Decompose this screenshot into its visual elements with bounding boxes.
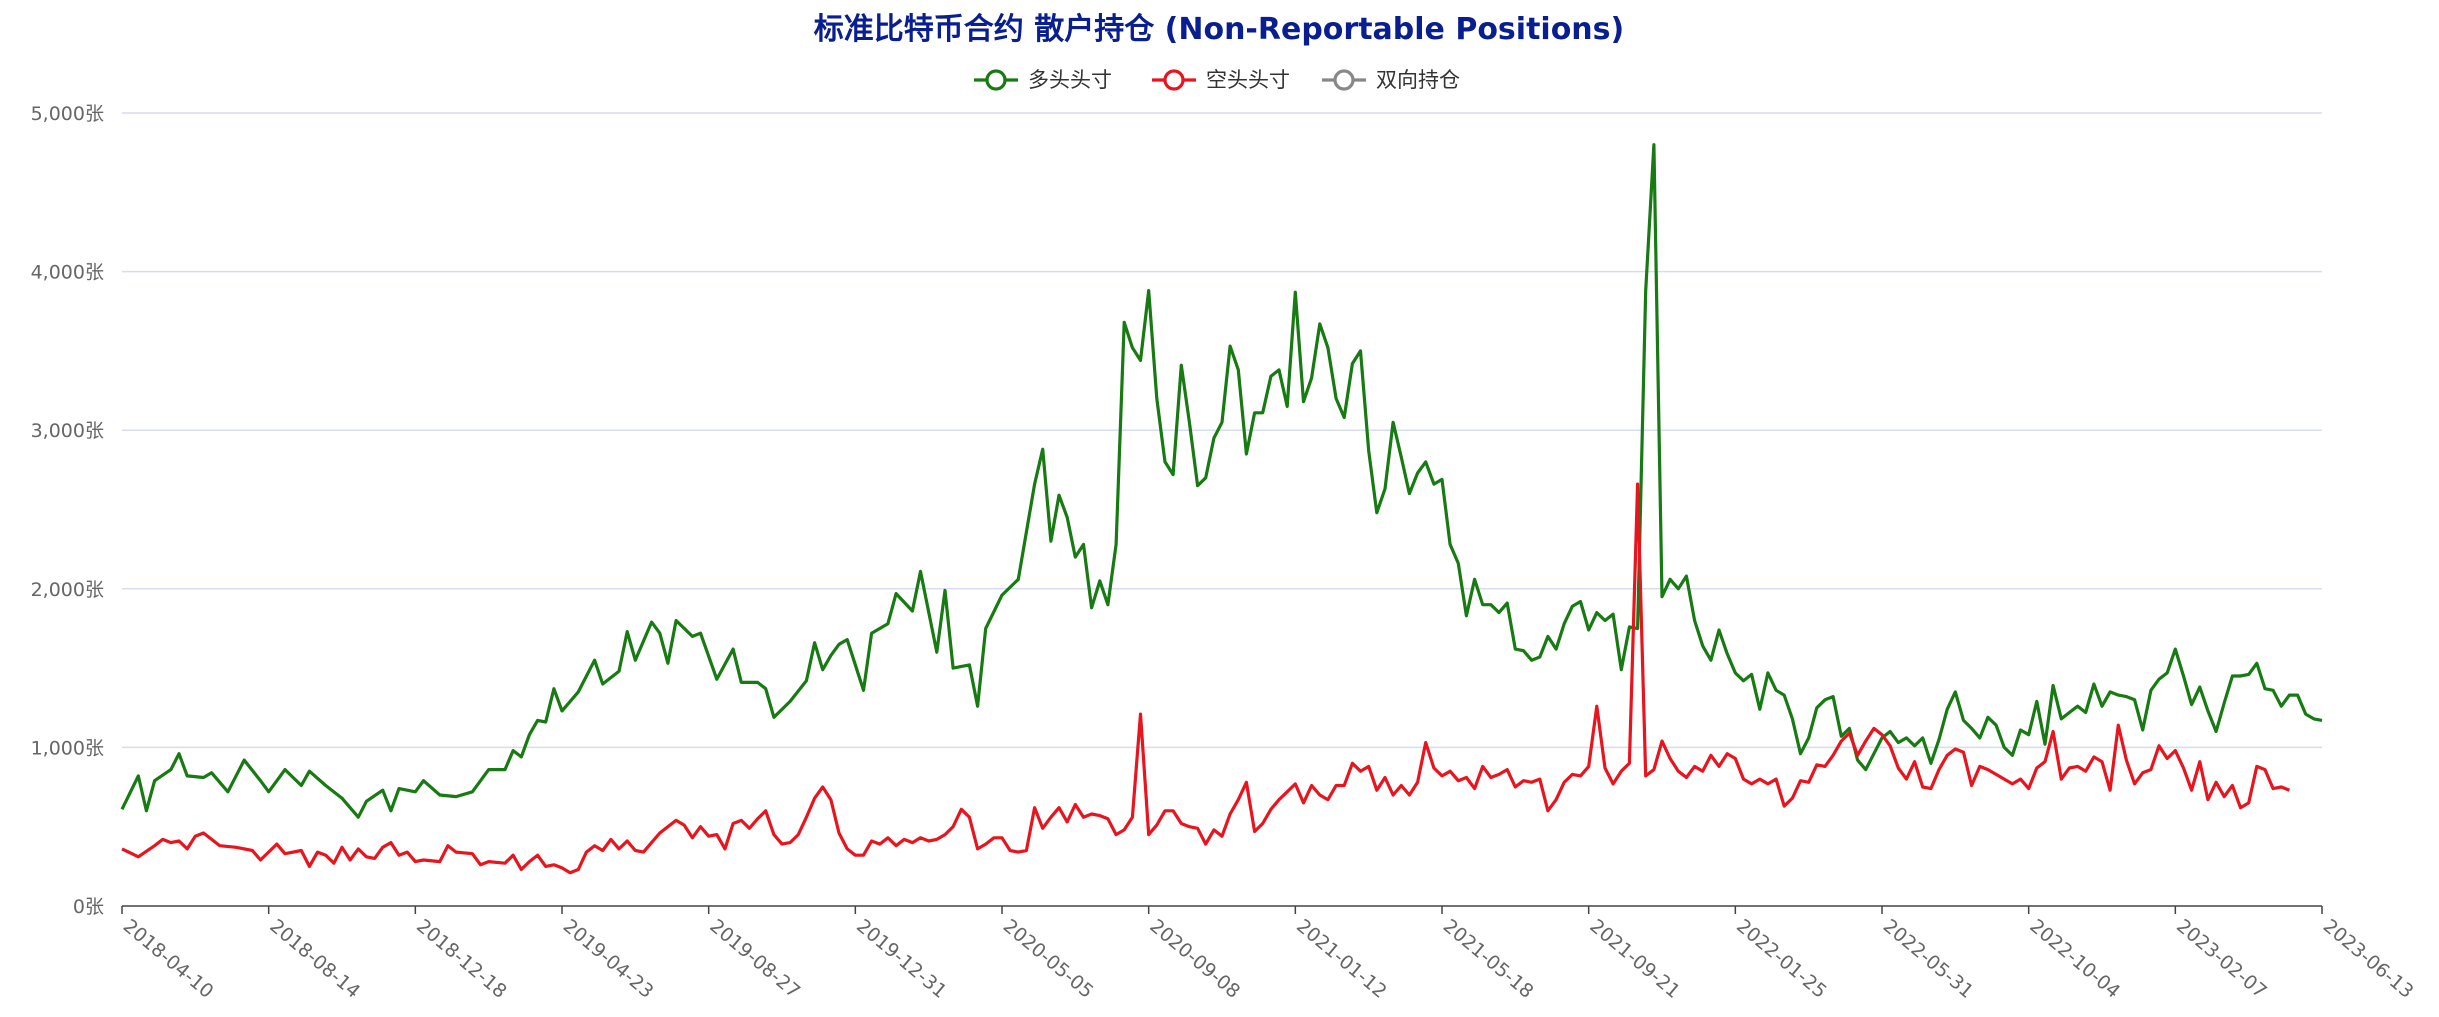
y-tick-label: 1,000张 — [31, 737, 104, 759]
x-tick-label: 2019-08-27 — [705, 915, 804, 1003]
legend-label: 双向持仓 — [1376, 68, 1460, 92]
x-tick-label: 2022-05-31 — [1879, 915, 1978, 1003]
legend-label: 多头头寸 — [1028, 68, 1112, 92]
x-tick-label: 2018-04-10 — [119, 915, 218, 1003]
x-tick-label: 2022-10-04 — [2025, 915, 2124, 1003]
legend-item[interactable]: 双向持仓 — [1322, 68, 1460, 92]
x-tick-label: 2019-12-31 — [852, 915, 951, 1003]
y-tick-label: 0张 — [73, 896, 104, 918]
y-tick-label: 4,000张 — [31, 262, 104, 284]
x-tick-label: 2023-06-13 — [2319, 915, 2418, 1003]
x-tick-label: 2022-01-25 — [1732, 915, 1831, 1003]
x-tick-label: 2023-02-07 — [2172, 915, 2271, 1003]
legend-label: 空头头寸 — [1206, 68, 1290, 92]
chart-title: 标准比特币合约 散户持仓 (Non-Reportable Positions) — [814, 12, 1624, 47]
x-tick-label: 2021-09-21 — [1585, 915, 1684, 1003]
y-tick-label: 3,000张 — [31, 420, 104, 442]
x-tick-label: 2020-05-05 — [999, 915, 1098, 1003]
x-axis: 2018-04-10 2018-08-14 2018-12-18 2019-04-23… — [119, 905, 2418, 1003]
series-layer — [120, 143, 2323, 875]
y-axis: 0张 1,000张 2,000张 3,000张 4,000张 5,000张 — [31, 103, 104, 918]
legend-marker — [1163, 69, 1185, 91]
legend-marker — [1333, 69, 1355, 91]
y-tick-label: 2,000张 — [31, 579, 104, 601]
legend-item[interactable]: 多头头寸 — [974, 68, 1112, 92]
x-tick-label: 2021-01-12 — [1292, 915, 1391, 1003]
x-tick-label: 2020-09-08 — [1145, 915, 1244, 1003]
series-line-1 — [120, 143, 2323, 819]
legend-marker — [985, 69, 1007, 91]
x-tick-label: 2021-05-18 — [1439, 915, 1538, 1003]
y-tick-label: 5,000张 — [31, 103, 104, 125]
x-tick-label: 2018-12-18 — [412, 915, 511, 1003]
grid — [122, 112, 2322, 749]
x-tick-label: 2018-08-14 — [265, 915, 364, 1003]
series-line-2 — [121, 482, 2290, 875]
x-tick-label: 2019-04-23 — [559, 915, 658, 1003]
legend-item[interactable]: 空头头寸 — [1152, 68, 1290, 92]
legend: 多头头寸 空头头寸 双向持仓 — [974, 68, 1460, 92]
